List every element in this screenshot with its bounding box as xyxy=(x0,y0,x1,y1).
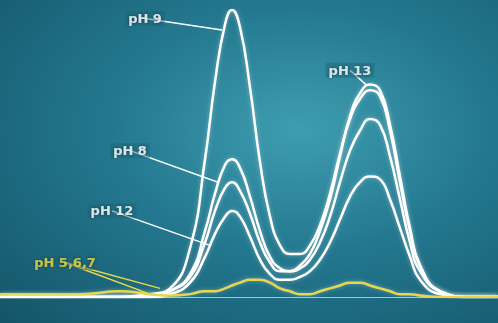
svg-text:pH 5,6,7: pH 5,6,7 xyxy=(34,255,96,270)
svg-text:pH 8: pH 8 xyxy=(113,143,147,158)
svg-text:pH 12: pH 12 xyxy=(91,203,134,218)
svg-text:pH 9: pH 9 xyxy=(128,11,162,26)
svg-text:pH 13: pH 13 xyxy=(329,63,372,78)
